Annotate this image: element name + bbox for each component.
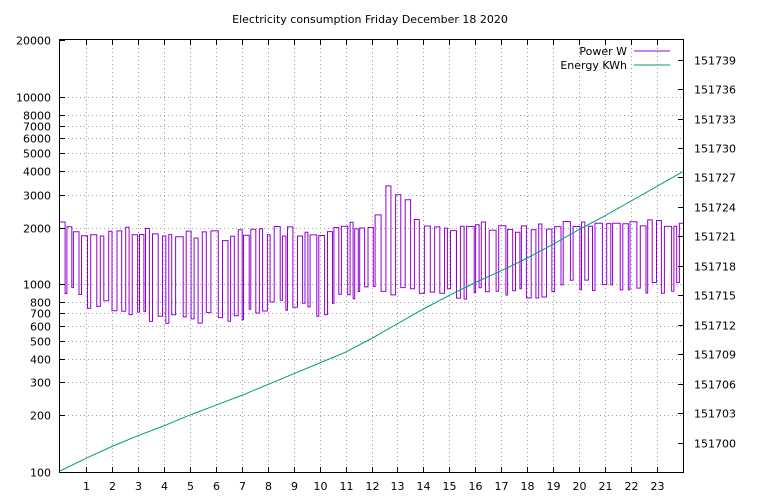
x-tick-label: 2 [109,480,116,493]
series-layer [59,171,684,472]
x-tick-label: 16 [469,480,483,493]
y2-tick-label: 151736 [694,84,736,97]
y2-tick-label: 151724 [694,202,736,215]
x-tick-label: 12 [366,480,380,493]
x-tick-label: 3 [135,480,142,493]
energy-series-line [59,171,684,472]
x-tick-label: 7 [239,480,246,493]
y2-tick-label: 151712 [694,320,736,333]
legend-label-energy: Energy KWh [560,59,627,72]
y-tick-label: 3000 [23,190,51,203]
plot-frame [59,39,684,473]
y-tick-label: 2000 [23,223,51,236]
x-tick-label: 1 [83,480,90,493]
y-tick-label: 800 [30,297,51,310]
y2-tick-label: 151700 [694,438,736,451]
y-tick-label: 6000 [23,133,51,146]
y-tick-label: 10000 [16,92,51,105]
y-tick-label: 1000 [23,279,51,292]
y2-tick-label: 151703 [694,408,736,421]
y-tick-label: 300 [30,377,51,390]
legend: Power W Energy KWh [560,45,670,72]
y2-tick-label: 151727 [694,172,736,185]
x-tick-label: 4 [161,480,168,493]
x-tick-label: 15 [443,480,457,493]
x-tick-label: 9 [291,480,298,493]
y-tick-label: 100 [30,467,51,480]
y2-tick-label: 151721 [694,231,736,244]
y-tick-label: 5000 [23,148,51,161]
x-tick-label: 23 [651,480,665,493]
x-tick-label: 6 [213,480,220,493]
grid-layer [60,40,683,472]
y2-tick-label: 151715 [694,290,736,303]
y2-tick-label: 151706 [694,379,736,392]
power-series-line [60,185,683,324]
x-tick-label: 19 [547,480,561,493]
y2-tick-label: 151709 [694,349,736,362]
y-tick-label: 20000 [16,35,51,48]
legend-label-power: Power W [579,45,627,58]
x-tick-label: 22 [625,480,639,493]
y2-tick-label: 151739 [694,55,736,68]
x-tick-label: 21 [599,480,613,493]
chart-title: Electricity consumption Friday December … [232,13,508,26]
y-tick-label: 500 [30,336,51,349]
y2-tick-label: 151718 [694,261,736,274]
y-tick-label: 4000 [23,166,51,179]
y-tick-label: 8000 [23,110,51,123]
x-tick-label: 18 [521,480,535,493]
x-tick-label: 20 [573,480,587,493]
y2-tick-label: 151733 [694,114,736,127]
x-tick-label: 5 [187,480,194,493]
x-tick-label: 10 [314,480,328,493]
y2-tick-label: 151730 [694,143,736,156]
y-tick-label: 200 [30,410,51,423]
ticks-layer: 1 2 3 4 5 6 7 8 9 10 11 12 13 14 15 16 17 18 19 20 21 22 23100… [16,35,736,494]
x-tick-label: 13 [391,480,405,493]
x-tick-label: 17 [495,480,509,493]
y-tick-label: 400 [30,354,51,367]
y-tick-label: 7000 [23,121,51,134]
x-tick-label: 11 [340,480,354,493]
x-tick-label: 14 [417,480,431,493]
y-tick-label: 600 [30,321,51,334]
y-tick-label: 700 [30,308,51,321]
x-tick-label: 8 [265,480,272,493]
